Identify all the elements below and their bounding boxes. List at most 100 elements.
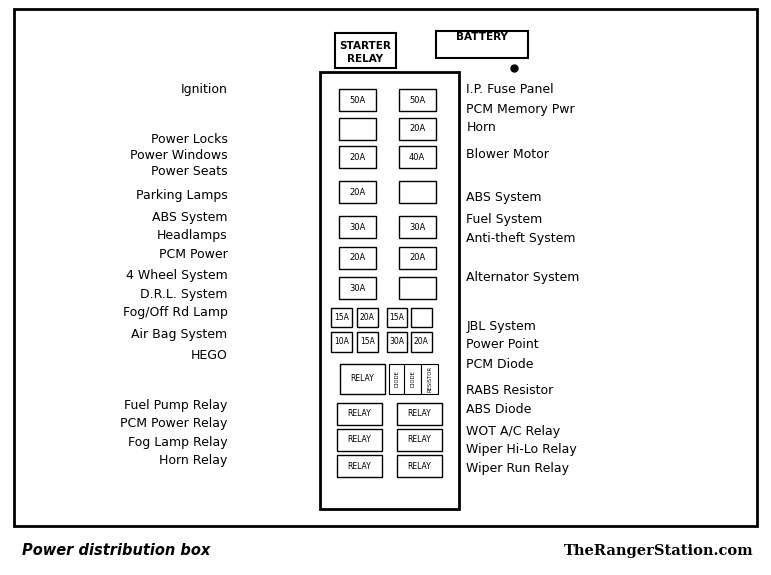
Text: Parking Lamps: Parking Lamps <box>136 189 227 202</box>
Bar <box>339 89 376 111</box>
Text: 50A: 50A <box>349 96 365 105</box>
Bar <box>436 31 528 58</box>
Text: 15A: 15A <box>389 313 405 322</box>
Text: DIODE: DIODE <box>395 370 399 387</box>
Text: BATTERY: BATTERY <box>456 32 508 42</box>
Text: 15A: 15A <box>334 313 349 322</box>
Bar <box>357 308 378 327</box>
Text: 50A: 50A <box>409 96 426 105</box>
Bar <box>339 277 376 299</box>
Bar <box>339 118 376 140</box>
Bar <box>339 247 376 269</box>
Text: WOT A/C Relay: WOT A/C Relay <box>466 425 561 438</box>
Text: PCM Diode: PCM Diode <box>466 358 534 371</box>
Text: 20A: 20A <box>349 253 365 262</box>
Text: 20A: 20A <box>409 253 426 262</box>
Text: Fog Lamp Relay: Fog Lamp Relay <box>128 436 227 449</box>
Text: RELAY: RELAY <box>350 374 374 383</box>
Text: JBL System: JBL System <box>466 320 537 333</box>
Text: 20A: 20A <box>414 338 429 347</box>
Text: RELAY: RELAY <box>348 435 372 444</box>
Text: 30A: 30A <box>389 338 405 347</box>
Bar <box>399 216 436 238</box>
Text: Fuel System: Fuel System <box>466 213 543 226</box>
Text: RELAY: RELAY <box>348 54 383 64</box>
Text: 30A: 30A <box>349 223 365 232</box>
Bar <box>339 181 376 203</box>
Text: Alternator System: Alternator System <box>466 271 580 283</box>
Text: D.R.L. System: D.R.L. System <box>140 288 227 301</box>
Bar <box>397 429 442 451</box>
Bar <box>389 364 406 394</box>
Text: 20A: 20A <box>409 124 426 133</box>
Bar <box>399 146 436 168</box>
Bar <box>399 247 436 269</box>
Text: 20A: 20A <box>349 187 365 197</box>
Text: RABS Resistor: RABS Resistor <box>466 385 554 397</box>
Text: Power Seats: Power Seats <box>151 165 227 178</box>
Text: STARTER: STARTER <box>339 41 392 51</box>
Bar <box>397 402 442 424</box>
Bar <box>421 364 438 394</box>
Bar <box>335 33 396 68</box>
Text: RELAY: RELAY <box>348 462 372 470</box>
Text: PCM Power Relay: PCM Power Relay <box>120 417 227 430</box>
Bar <box>331 332 352 352</box>
Bar <box>386 308 407 327</box>
Text: 15A: 15A <box>360 338 375 347</box>
Text: RESISTOR: RESISTOR <box>427 366 432 392</box>
Text: I.P. Fuse Panel: I.P. Fuse Panel <box>466 83 554 95</box>
Text: Power Locks: Power Locks <box>150 133 227 145</box>
Bar <box>340 364 385 394</box>
Text: 20A: 20A <box>360 313 375 322</box>
Bar <box>339 216 376 238</box>
Text: RELAY: RELAY <box>407 435 431 444</box>
Text: Wiper Run Relay: Wiper Run Relay <box>466 462 570 474</box>
Bar <box>339 146 376 168</box>
Text: 40A: 40A <box>409 152 426 162</box>
Bar <box>337 455 382 477</box>
Text: 10A: 10A <box>334 338 349 347</box>
Text: Power distribution box: Power distribution box <box>22 543 210 558</box>
Text: PCM Memory Pwr: PCM Memory Pwr <box>466 103 575 116</box>
Text: 30A: 30A <box>349 283 365 293</box>
Text: DIODE: DIODE <box>410 370 415 387</box>
Text: Horn Relay: Horn Relay <box>159 454 227 467</box>
Text: Horn: Horn <box>466 121 497 134</box>
Bar <box>320 72 459 509</box>
Text: Blower Motor: Blower Motor <box>466 148 549 160</box>
Text: TheRangerStation.com: TheRangerStation.com <box>564 543 753 558</box>
Bar <box>337 429 382 451</box>
Bar <box>399 181 436 203</box>
Bar <box>399 118 436 140</box>
Text: PCM Power: PCM Power <box>159 248 227 260</box>
Text: ABS System: ABS System <box>466 191 542 204</box>
Bar <box>399 89 436 111</box>
Text: RELAY: RELAY <box>348 409 372 418</box>
Text: 30A: 30A <box>409 223 426 232</box>
Text: Power Point: Power Point <box>466 339 539 351</box>
Text: Wiper Hi-Lo Relay: Wiper Hi-Lo Relay <box>466 443 577 456</box>
Bar <box>397 455 442 477</box>
Text: Anti-theft System: Anti-theft System <box>466 232 576 245</box>
Bar <box>357 332 378 352</box>
Bar <box>404 364 421 394</box>
Bar <box>411 332 432 352</box>
Bar <box>399 277 436 299</box>
Text: ABS System: ABS System <box>152 211 227 224</box>
Text: HEGO: HEGO <box>190 349 227 362</box>
Bar <box>337 402 382 424</box>
Text: Fog/Off Rd Lamp: Fog/Off Rd Lamp <box>123 306 227 319</box>
Text: RELAY: RELAY <box>407 462 431 470</box>
Text: Headlamps: Headlamps <box>157 229 227 242</box>
Text: Power Windows: Power Windows <box>130 149 227 162</box>
Text: 20A: 20A <box>349 152 365 162</box>
Text: Air Bag System: Air Bag System <box>131 328 227 341</box>
Text: 4 Wheel System: 4 Wheel System <box>126 270 227 282</box>
Bar <box>331 308 352 327</box>
Text: ABS Diode: ABS Diode <box>466 403 532 416</box>
Text: Fuel Pump Relay: Fuel Pump Relay <box>124 399 227 412</box>
Bar <box>411 308 432 327</box>
Text: RELAY: RELAY <box>407 409 431 418</box>
Text: Ignition: Ignition <box>180 83 227 95</box>
